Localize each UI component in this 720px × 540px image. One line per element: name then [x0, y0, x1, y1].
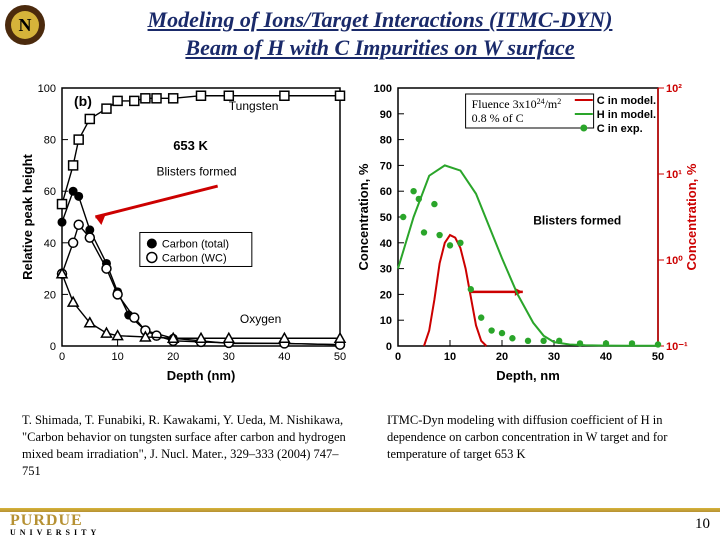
svg-text:20: 20	[380, 289, 392, 301]
svg-text:C in model.: C in model.	[597, 95, 656, 107]
svg-text:0: 0	[386, 341, 392, 353]
nuclear-seal-logo: N	[4, 4, 46, 46]
svg-text:Relative peak height: Relative peak height	[20, 153, 35, 279]
svg-text:10: 10	[111, 351, 123, 363]
svg-text:40: 40	[380, 238, 392, 250]
svg-text:100: 100	[38, 83, 56, 95]
svg-text:30: 30	[380, 264, 392, 276]
svg-text:50: 50	[334, 351, 346, 363]
chart-depth-concentration: 0 10 20 30 40 50 0 10 20 30 40 50 60 70 80 90 100 10⁻¹ 10⁰…	[354, 78, 706, 388]
caption-left: T. Shimada, T. Funabiki, R. Kawakami, Y.…	[22, 412, 357, 480]
svg-text:20: 20	[167, 351, 179, 363]
svg-text:50: 50	[380, 212, 392, 224]
svg-text:Carbon (WC): Carbon (WC)	[162, 252, 227, 264]
svg-text:20: 20	[496, 351, 508, 363]
svg-text:0: 0	[59, 351, 65, 363]
svg-text:10: 10	[380, 315, 392, 327]
svg-text:Concentration, %: Concentration, %	[356, 163, 371, 270]
svg-text:Depth (nm): Depth (nm)	[167, 368, 236, 383]
page-number: 10	[695, 516, 710, 533]
svg-text:Fluence 3x1024/m2: Fluence 3x1024/m2	[472, 97, 562, 112]
svg-text:C in exp.: C in exp.	[597, 123, 643, 135]
caption-right: ITMC-Dyn modeling with diffusion coeffic…	[387, 412, 706, 480]
svg-text:Tungsten: Tungsten	[229, 99, 279, 113]
svg-text:40: 40	[278, 351, 290, 363]
svg-text:Oxygen: Oxygen	[240, 312, 281, 326]
svg-text:0.8 % of C: 0.8 % of C	[472, 111, 524, 125]
chart-depth-peakheight: 0 10 20 30 40 50 0 20 40 60 80 100 Depth (nm) Relativ…	[18, 78, 348, 388]
title-line-2: Beam of H with C Impurities on W surface	[60, 34, 700, 62]
svg-text:60: 60	[380, 186, 392, 198]
slide-title: Modeling of Ions/Target Interactions (IT…	[60, 6, 700, 61]
title-line-1: Modeling of Ions/Target Interactions (IT…	[60, 6, 700, 34]
svg-text:653 K: 653 K	[173, 138, 208, 153]
svg-text:0: 0	[395, 351, 401, 363]
svg-text:Carbon (total): Carbon (total)	[162, 238, 229, 250]
purdue-logo: PURDUE UNIVERSITY	[10, 512, 100, 537]
svg-text:80: 80	[44, 135, 56, 147]
svg-text:50: 50	[652, 351, 664, 363]
svg-text:10⁻¹: 10⁻¹	[666, 341, 688, 353]
svg-text:40: 40	[600, 351, 612, 363]
svg-text:Depth, nm: Depth, nm	[496, 368, 560, 383]
svg-text:N: N	[19, 15, 32, 35]
svg-text:30: 30	[548, 351, 560, 363]
svg-text:0: 0	[50, 341, 56, 353]
purdue-text: PURDUE	[10, 512, 83, 529]
svg-text:60: 60	[44, 186, 56, 198]
svg-text:10¹: 10¹	[666, 169, 682, 181]
svg-text:10²: 10²	[666, 83, 682, 95]
svg-text:30: 30	[223, 351, 235, 363]
svg-text:10⁰: 10⁰	[666, 255, 683, 267]
svg-text:10: 10	[444, 351, 456, 363]
svg-text:20: 20	[44, 289, 56, 301]
svg-text:90: 90	[380, 109, 392, 121]
university-text: UNIVERSITY	[10, 528, 100, 537]
svg-text:Concentration, %: Concentration, %	[684, 163, 699, 270]
svg-text:H in model.: H in model.	[597, 109, 656, 121]
svg-text:80: 80	[380, 135, 392, 147]
svg-text:40: 40	[44, 238, 56, 250]
svg-text:70: 70	[380, 160, 392, 172]
svg-text:100: 100	[374, 83, 392, 95]
svg-text:Blisters formed: Blisters formed	[157, 165, 237, 179]
svg-text:(b): (b)	[74, 93, 92, 109]
svg-text:Blisters formed: Blisters formed	[533, 214, 621, 228]
